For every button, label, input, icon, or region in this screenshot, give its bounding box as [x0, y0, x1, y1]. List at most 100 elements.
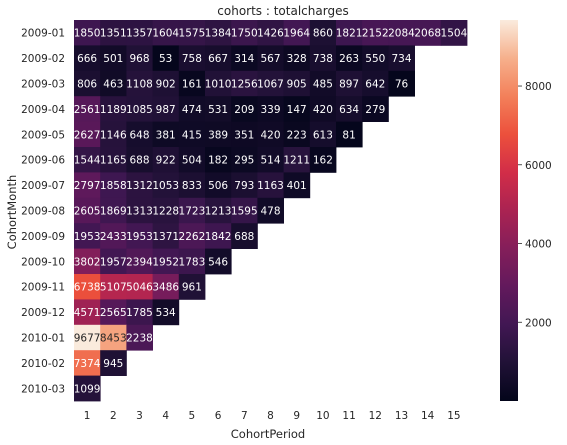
- x-tick-label: 14: [421, 410, 435, 422]
- heatmap-cell: [74, 274, 101, 300]
- x-tick-label: 2: [110, 410, 117, 422]
- cell-value-label: 2561: [74, 104, 101, 116]
- x-tick-labels: 1 2 3 4 5 6 7 8 9 10 11 12 13 14 15: [84, 410, 461, 422]
- heatmap-cell: [74, 147, 101, 173]
- cell-value-label: 1213: [205, 206, 232, 218]
- heatmap-cell: [100, 274, 127, 300]
- colorbar-ticks: 2000 4000 6000 8000: [518, 81, 552, 329]
- heatmap-cell: [283, 20, 311, 46]
- cell-value-label: 758: [182, 53, 202, 65]
- heatmap-cell: [283, 45, 311, 72]
- heatmap-cell: [231, 197, 258, 224]
- cell-value-label: 1146: [100, 129, 127, 141]
- cell-value-label: 806: [77, 79, 97, 91]
- heatmap-cell: [362, 45, 389, 72]
- heatmap-cell: [126, 223, 153, 249]
- cell-value-label: 501: [103, 53, 123, 65]
- y-tick-labels: 2009-01 2009-02 2009-03 2009-04 2009-05 2009-…: [21, 28, 65, 396]
- cell-value-label: 1067: [257, 79, 284, 91]
- heatmap-cell: [74, 248, 101, 275]
- y-tick-label: 2010-03: [21, 383, 65, 395]
- cell-value-label: 945: [103, 358, 123, 370]
- cell-value-label: 1426: [257, 28, 284, 40]
- heatmap-cell: [336, 20, 363, 46]
- heatmap-cell: [283, 96, 311, 122]
- cell-value-label: 1723: [179, 206, 206, 218]
- cell-value-label: 793: [234, 180, 254, 192]
- cell-value-label: 339: [260, 104, 280, 116]
- cell-value-label: 666: [77, 53, 97, 65]
- cell-value-label: 1357: [126, 28, 153, 40]
- heatmap-cell: [309, 70, 337, 97]
- cell-value-label: 902: [156, 79, 176, 91]
- y-tick-label: 2009-02: [21, 53, 65, 65]
- heatmap-cell: [126, 96, 153, 122]
- cell-value-label: 147: [287, 104, 307, 116]
- heatmap-cell: [100, 96, 127, 122]
- cell-value-label: 1085: [126, 104, 153, 116]
- heatmap-cell: [283, 172, 311, 199]
- y-tick-label: 2009-11: [21, 282, 65, 294]
- cell-value-label: 314: [234, 53, 254, 65]
- cell-value-label: 2068: [414, 28, 441, 40]
- x-tick-label: 12: [369, 410, 382, 422]
- y-tick-label: 2009-07: [21, 180, 65, 192]
- cell-value-label: 1850: [74, 28, 101, 40]
- cell-value-label: 1504: [441, 28, 468, 40]
- cell-value-label: 5107: [100, 282, 127, 294]
- heatmap-cell: [205, 70, 232, 97]
- heatmap-cell: [257, 96, 284, 122]
- heatmap-cell: [126, 324, 153, 351]
- cell-value-label: 1165: [100, 155, 127, 167]
- heatmap-cell: [362, 20, 389, 46]
- heatmap-cell: [74, 324, 101, 351]
- cell-value-label: 1384: [205, 28, 232, 40]
- heatmap-cell: [178, 248, 206, 275]
- heatmap-cell: [74, 350, 101, 376]
- cell-value-label: 1957: [100, 256, 127, 268]
- x-tick-label: 4: [162, 410, 169, 422]
- cell-value-label: 279: [365, 104, 385, 116]
- heatmap-cell: [178, 96, 206, 122]
- cell-value-label: 567: [260, 53, 280, 65]
- heatmap-cell: [152, 45, 180, 72]
- x-tick-label: 5: [189, 410, 196, 422]
- cell-value-label: 463: [103, 79, 123, 91]
- cell-value-label: 1842: [205, 231, 232, 243]
- colorbar-tick-label: 2000: [525, 317, 552, 329]
- cell-value-label: 860: [313, 28, 333, 40]
- heatmap-cell: [414, 20, 442, 46]
- x-tick-label: 1: [84, 410, 91, 422]
- heatmap-cell: [257, 147, 284, 173]
- cell-value-label: 2797: [74, 180, 101, 192]
- cell-value-label: 1595: [231, 206, 258, 218]
- heatmap-cell: [257, 70, 284, 97]
- cell-value-label: 968: [129, 53, 149, 65]
- y-tick-label: 2009-05: [21, 129, 65, 141]
- heatmap-cell: [74, 121, 101, 148]
- cell-value-label: 81: [342, 129, 355, 141]
- heatmap-cell: [178, 223, 206, 249]
- heatmap-cell: [74, 20, 101, 46]
- cell-value-label: 295: [234, 155, 254, 167]
- heatmap-cell: [205, 96, 232, 122]
- heatmap-cell: [205, 172, 232, 199]
- colorbar-tick-label: 4000: [525, 239, 552, 251]
- cell-value-label: 1821: [336, 28, 363, 40]
- heatmap-cell: [309, 121, 337, 148]
- heatmap-cell: [257, 197, 284, 224]
- cell-value-label: 2394: [126, 256, 153, 268]
- y-tick-label: 2009-06: [21, 155, 65, 167]
- heatmap-cell: [74, 375, 101, 402]
- cell-value-label: 6738: [74, 282, 101, 294]
- cell-value-label: 420: [260, 129, 280, 141]
- heatmap-cell: [126, 172, 153, 199]
- y-tick-label: 2009-08: [21, 206, 65, 218]
- cell-value-label: 381: [156, 129, 176, 141]
- cell-value-label: 420: [313, 104, 333, 116]
- heatmap-cell: [100, 20, 127, 46]
- cell-value-label: 2238: [126, 333, 153, 345]
- heatmap-cell: [126, 45, 153, 72]
- heatmap-cell: [336, 45, 363, 72]
